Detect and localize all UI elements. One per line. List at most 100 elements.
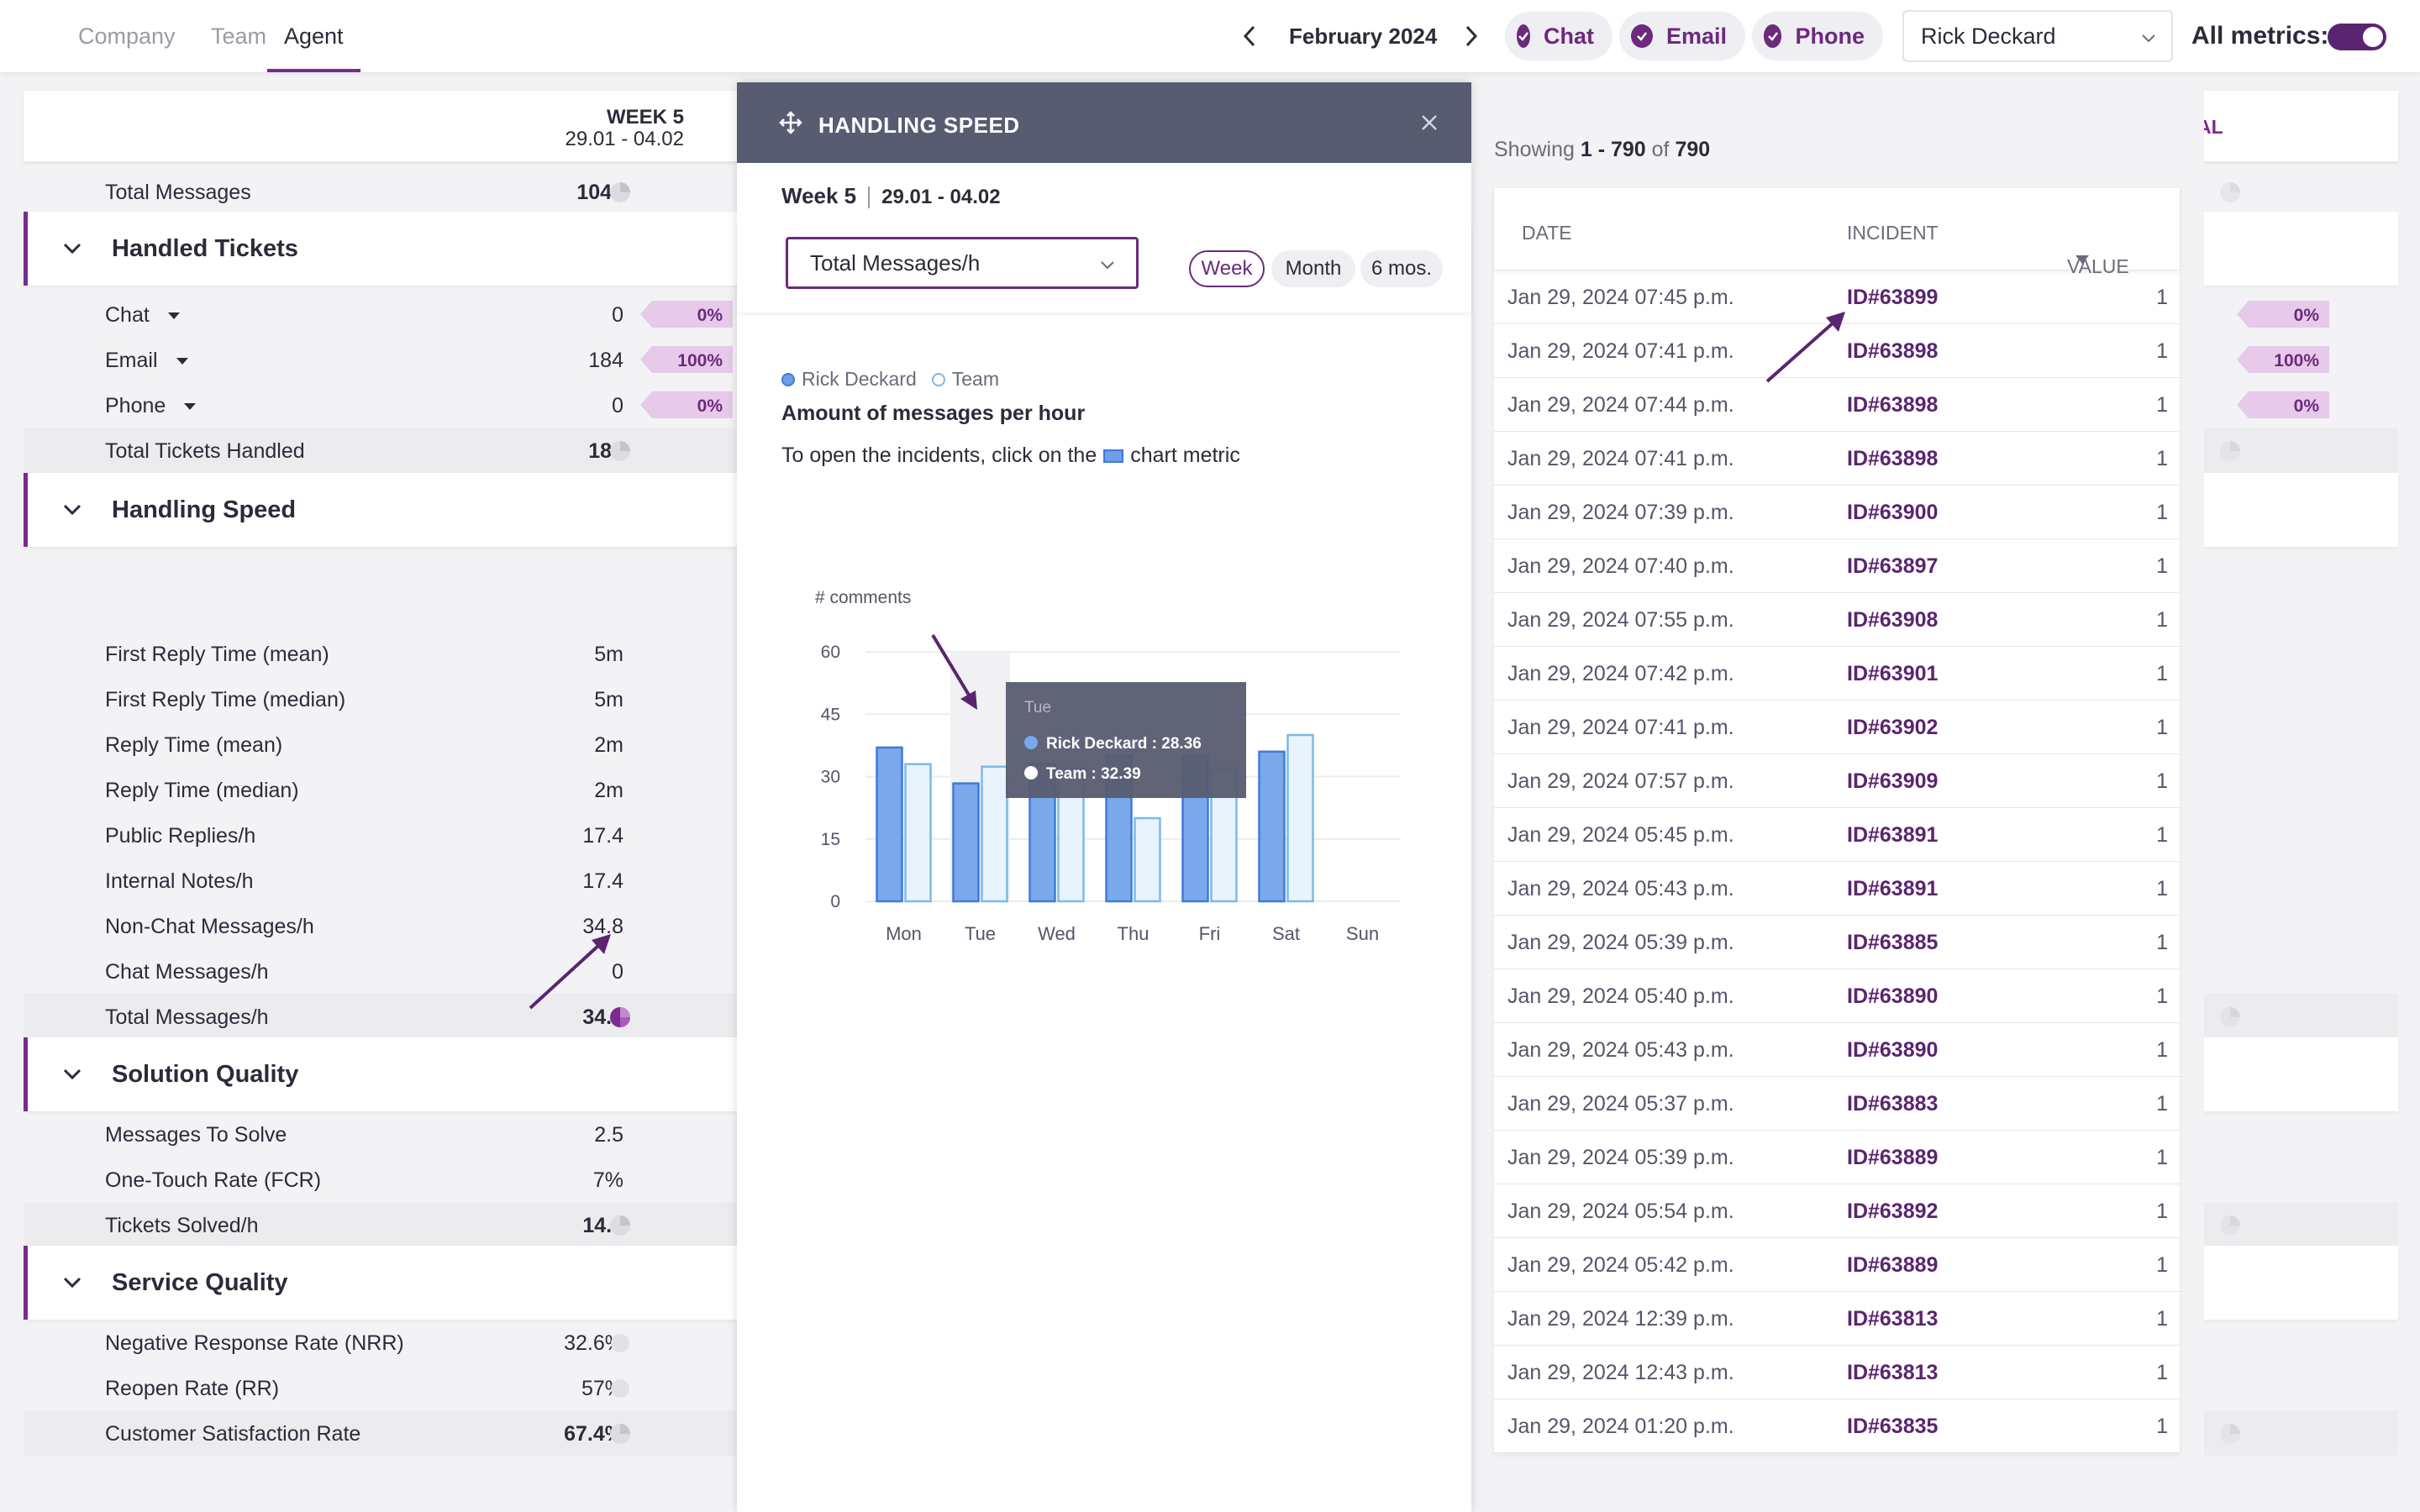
move-icon[interactable] xyxy=(779,111,802,134)
incident-link[interactable]: ID#63897 xyxy=(1847,554,1939,578)
incident-link[interactable]: ID#63898 xyxy=(1847,339,1939,363)
pie-chart-icon[interactable] xyxy=(2218,1422,2242,1446)
table-row: Jan 29, 2024 07:42 p.m. ID#63901 1 xyxy=(1494,647,2180,701)
all-metrics-toggle[interactable] xyxy=(2328,24,2386,50)
incident-link[interactable]: ID#63889 xyxy=(1847,1253,1939,1277)
pie-chart-icon[interactable] xyxy=(608,181,632,204)
metric-value: 17.4 xyxy=(582,824,623,848)
incident-date: Jan 29, 2024 07:41 p.m. xyxy=(1507,447,1734,470)
incident-link[interactable]: ID#63885 xyxy=(1847,931,1939,954)
column-header-date[interactable]: DATE xyxy=(1522,222,1572,244)
period-6-months-button[interactable]: 6 mos. xyxy=(1360,250,1443,287)
bar-team-tue[interactable] xyxy=(981,765,1008,903)
metric-row-email[interactable]: Email 184 100% 100% xyxy=(24,337,2398,382)
incident-link[interactable]: ID#63890 xyxy=(1847,984,1939,1008)
pie-chart-icon[interactable] xyxy=(608,1005,632,1029)
incident-link[interactable]: ID#63902 xyxy=(1847,716,1939,739)
previous-month-button[interactable] xyxy=(1234,17,1267,55)
incident-link[interactable]: ID#63891 xyxy=(1847,877,1939,900)
incident-link[interactable]: ID#63909 xyxy=(1847,769,1939,793)
incident-link[interactable]: ID#63835 xyxy=(1847,1415,1939,1438)
legend-label-rick[interactable]: Rick Deckard xyxy=(802,368,917,390)
metric-label: Tickets Solved/h xyxy=(105,1214,259,1237)
chevron-down-icon xyxy=(63,504,82,516)
incident-date: Jan 29, 2024 07:44 p.m. xyxy=(1507,393,1734,417)
pie-chart-icon[interactable] xyxy=(608,439,632,463)
incident-link[interactable]: ID#63901 xyxy=(1847,662,1939,685)
channel-chip-phone[interactable]: Phone xyxy=(1752,12,1883,60)
percent-badge: 100% xyxy=(640,346,733,373)
incident-date: Jan 29, 2024 07:45 p.m. xyxy=(1507,286,1734,309)
metric-row-chat[interactable]: Chat 0 0% 0% xyxy=(24,291,2398,337)
tab-team[interactable]: Team xyxy=(211,24,267,49)
chevron-right-icon xyxy=(1465,25,1478,47)
metric-label: Chat Messages/h xyxy=(105,960,269,984)
table-row: Jan 29, 2024 07:57 p.m. ID#63909 1 xyxy=(1494,754,2180,808)
metric-row: Messages To Solve 2.5 xyxy=(24,1111,2398,1157)
incident-link[interactable]: ID#63889 xyxy=(1847,1146,1939,1169)
metric-value: 32.6% xyxy=(564,1331,623,1355)
chart-tooltip xyxy=(1006,682,1246,798)
channel-chip-email[interactable]: Email xyxy=(1619,12,1745,60)
table-row: Jan 29, 2024 05:54 p.m. ID#63892 1 xyxy=(1494,1184,2180,1238)
incident-date: Jan 29, 2024 07:41 p.m. xyxy=(1507,716,1734,739)
caret-down-icon xyxy=(167,312,180,320)
incident-date: Jan 29, 2024 07:57 p.m. xyxy=(1507,769,1734,793)
x-tick-label: Thu xyxy=(1118,923,1150,944)
showing-count: Showing 1 - 790 of 790 xyxy=(1494,138,1711,161)
bar-team-thu[interactable] xyxy=(1134,816,1161,903)
metric-row-phone[interactable]: Phone 0 0% 0% xyxy=(24,382,2398,428)
status-dot-icon xyxy=(611,1334,629,1352)
incident-link[interactable]: ID#63908 xyxy=(1847,608,1939,632)
table-row: Jan 29, 2024 07:41 p.m. ID#63898 1 xyxy=(1494,324,2180,378)
pie-chart-icon[interactable] xyxy=(608,1214,632,1237)
incident-link[interactable]: ID#63899 xyxy=(1847,286,1939,309)
modal-header[interactable]: HANDLING SPEED xyxy=(737,82,1471,163)
pie-chart-icon[interactable] xyxy=(2218,439,2242,463)
incident-link[interactable]: ID#63898 xyxy=(1847,447,1939,470)
period-month-button[interactable]: Month xyxy=(1271,250,1355,287)
check-icon xyxy=(1764,24,1782,48)
incident-link[interactable]: ID#63891 xyxy=(1847,823,1939,847)
metric-value: 0 xyxy=(612,303,623,327)
bar-rick-mon[interactable] xyxy=(876,746,903,903)
period-week-button[interactable]: Week xyxy=(1189,250,1265,287)
modal-title: HANDLING SPEED xyxy=(818,113,1020,138)
bar-rick-tue[interactable] xyxy=(952,782,980,903)
tooltip-marker-rick xyxy=(1024,736,1038,749)
x-tick-label: Wed xyxy=(1038,923,1076,944)
metric-label: Public Replies/h xyxy=(105,824,256,848)
legend-label-team[interactable]: Team xyxy=(951,368,1000,390)
pie-chart-icon[interactable] xyxy=(2218,181,2242,204)
tab-agent[interactable]: Agent xyxy=(267,0,360,72)
section-title: Solution Quality xyxy=(112,1061,299,1088)
metric-select[interactable]: Total Messages/h xyxy=(786,237,1139,289)
bar-team-mon[interactable] xyxy=(904,763,932,903)
incident-link[interactable]: ID#63813 xyxy=(1847,1361,1939,1384)
incident-link[interactable]: ID#63900 xyxy=(1847,501,1939,524)
messages-per-hour-chart: # comments 0 15 30 45 60 Mon Tue Wed Thu Fri Sat Sun… xyxy=(815,588,1401,944)
incident-link[interactable]: ID#63813 xyxy=(1847,1307,1939,1331)
incident-link[interactable]: ID#63892 xyxy=(1847,1200,1939,1223)
metric-row: First Reply Time (mean) 5m xyxy=(24,631,2398,676)
incident-value: 1 xyxy=(2156,716,2168,739)
incident-link[interactable]: ID#63890 xyxy=(1847,1038,1939,1062)
tab-company[interactable]: Company xyxy=(78,24,176,49)
pie-chart-icon[interactable] xyxy=(608,1422,632,1446)
agent-select[interactable]: Rick Deckard xyxy=(1902,10,2173,62)
bar-team-sat[interactable] xyxy=(1286,733,1314,903)
pie-chart-icon[interactable] xyxy=(2218,1005,2242,1029)
metric-value: 2.5 xyxy=(594,1123,623,1147)
pie-chart-icon[interactable] xyxy=(2218,1214,2242,1237)
channel-chip-chat[interactable]: Chat xyxy=(1505,12,1612,60)
column-header-incident[interactable]: INCIDENT xyxy=(1847,222,1939,244)
channel-chip-label: Email xyxy=(1665,23,1727,49)
next-month-button[interactable] xyxy=(1454,17,1487,55)
metric-value: 17.4 xyxy=(582,869,623,893)
table-row: Jan 29, 2024 05:42 p.m. ID#63889 1 xyxy=(1494,1238,2180,1292)
incident-link[interactable]: ID#63883 xyxy=(1847,1092,1939,1116)
bar-rick-sat[interactable] xyxy=(1258,750,1286,903)
metric-label: First Reply Time (mean) xyxy=(105,643,329,666)
incident-link[interactable]: ID#63898 xyxy=(1847,393,1939,417)
close-icon[interactable] xyxy=(1419,113,1439,133)
